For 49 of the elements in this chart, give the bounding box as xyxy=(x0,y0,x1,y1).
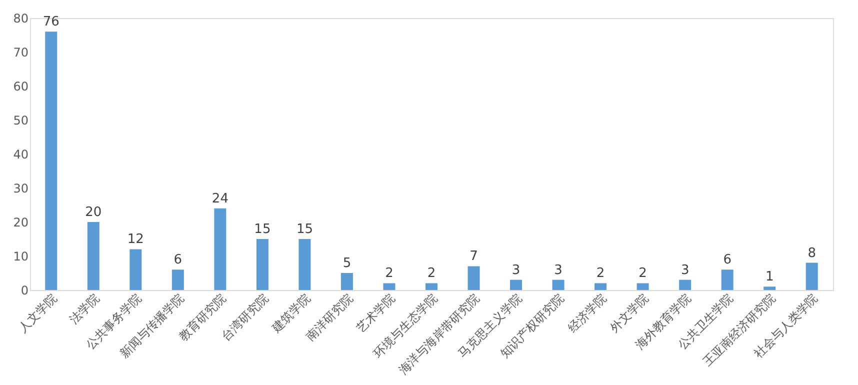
bar xyxy=(298,239,311,290)
bar xyxy=(383,283,396,290)
data-label: 3 xyxy=(554,262,562,278)
bar xyxy=(594,283,607,290)
y-tick-label: 20 xyxy=(13,216,28,230)
bar xyxy=(636,283,649,290)
y-tick-label: 10 xyxy=(13,250,28,264)
data-label: 2 xyxy=(427,266,436,282)
bar xyxy=(172,270,184,290)
bar xyxy=(340,273,353,290)
data-label: 15 xyxy=(254,222,271,237)
y-tick-label: 0 xyxy=(20,284,28,298)
data-label: 3 xyxy=(680,262,690,278)
y-tick-label: 50 xyxy=(13,114,28,128)
data-label: 20 xyxy=(85,205,102,220)
y-tick-label: 30 xyxy=(13,182,28,196)
data-label: 2 xyxy=(638,266,647,282)
bar xyxy=(721,270,734,290)
data-label: 7 xyxy=(470,249,478,264)
data-label: 1 xyxy=(765,270,774,285)
bar xyxy=(256,239,268,290)
bar xyxy=(679,280,692,290)
data-label: 2 xyxy=(385,266,394,282)
bar xyxy=(45,32,58,290)
y-tick-label: 40 xyxy=(13,148,28,162)
y-tick-label: 80 xyxy=(13,12,28,26)
y-tick-label: 70 xyxy=(13,46,28,60)
data-label: 24 xyxy=(212,191,228,206)
x-tick-label: 经济学院 xyxy=(565,291,610,335)
bar xyxy=(130,249,142,290)
bar xyxy=(510,280,522,290)
data-label: 12 xyxy=(127,232,144,248)
data-label: 8 xyxy=(808,246,816,261)
data-label: 6 xyxy=(723,252,732,268)
bar xyxy=(468,266,480,290)
data-label: 76 xyxy=(42,14,60,30)
data-label: 6 xyxy=(174,252,182,268)
x-tick-label: 法学院 xyxy=(66,291,102,326)
bar xyxy=(552,280,564,290)
data-label: 5 xyxy=(342,256,352,271)
bar xyxy=(764,286,776,290)
bar xyxy=(214,208,226,290)
bar xyxy=(426,283,438,290)
bar xyxy=(806,262,818,290)
data-label: 2 xyxy=(596,266,605,282)
y-tick-label: 60 xyxy=(13,80,28,94)
data-label: 3 xyxy=(512,262,520,278)
data-label: 15 xyxy=(296,222,313,237)
bar xyxy=(87,222,100,290)
